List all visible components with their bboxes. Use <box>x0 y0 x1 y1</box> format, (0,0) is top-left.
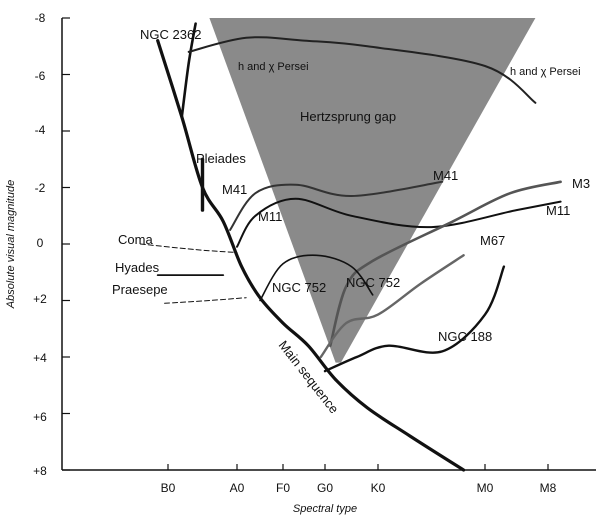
cluster-label: NGC 752 <box>346 275 400 290</box>
x-tick-label: M8 <box>540 481 557 495</box>
x-axis-title: Spectral type <box>293 503 357 515</box>
series-line-h-and-persei <box>187 36 537 104</box>
x-tick-label: A0 <box>230 481 245 495</box>
cluster-label: M11 <box>546 203 570 218</box>
cluster-label: NGC 188 <box>438 329 492 344</box>
x-tick-label: G0 <box>317 481 333 495</box>
y-tick-label: -4 <box>35 123 46 137</box>
x-tick-label: M0 <box>477 481 494 495</box>
series-line-praesepe <box>164 297 247 304</box>
cluster-label: M11 <box>258 209 282 224</box>
hertzsprung-gap-region <box>209 18 536 363</box>
y-tick-marks <box>62 17 70 471</box>
x-tick-marks <box>167 464 549 470</box>
cluster-label: M67 <box>480 233 505 248</box>
cluster-label: M41 <box>222 182 247 197</box>
y-tick-group: -8 -6 -4 -2 0 +2 +4 +6 +8 <box>33 11 47 478</box>
x-tick-label: B0 <box>161 481 176 495</box>
y-tick-label: -2 <box>35 181 46 195</box>
cluster-curves <box>139 22 562 472</box>
hertzsprung-gap-label: Hertzsprung gap <box>300 109 396 124</box>
y-tick-label: +6 <box>33 410 47 424</box>
cluster-label: Hyades <box>115 260 160 275</box>
cluster-label: h and χ Persei <box>510 66 581 78</box>
cluster-label: Praesepe <box>112 282 168 297</box>
y-tick-label: 0 <box>37 236 44 250</box>
series-line-m11 <box>236 197 562 248</box>
y-tick-label: +2 <box>33 292 47 306</box>
series-line-ngc-752 <box>259 254 374 302</box>
cluster-label: M3 <box>572 176 590 191</box>
series-line-m3 <box>329 180 562 347</box>
series-line-coma <box>139 243 238 253</box>
series-line-ngc-188 <box>323 265 506 373</box>
cluster-label: NGC 2362 <box>140 27 201 42</box>
x-tick-label: F0 <box>276 481 290 495</box>
series-line-m67 <box>319 254 465 359</box>
cluster-label: Pleiades <box>196 151 246 166</box>
y-tick-label: -6 <box>35 69 46 83</box>
series-line-m41 <box>229 180 444 231</box>
y-tick-label: +4 <box>33 351 47 365</box>
y-tick-label: +8 <box>33 464 47 478</box>
series-line-main-sequence <box>156 39 466 472</box>
cluster-label: h and χ Persei <box>238 61 309 73</box>
y-tick-label: -8 <box>35 11 46 25</box>
cluster-label: Coma <box>118 232 153 247</box>
series-line-ngc-2362 <box>180 22 197 119</box>
cluster-label: M41 <box>433 168 458 183</box>
x-tick-group: B0 A0 F0 G0 K0 M0 M8 <box>161 481 557 495</box>
x-tick-label: K0 <box>371 481 386 495</box>
y-axis-title: Absolute visual magnitude <box>5 180 17 309</box>
cluster-label: NGC 752 <box>272 280 326 295</box>
